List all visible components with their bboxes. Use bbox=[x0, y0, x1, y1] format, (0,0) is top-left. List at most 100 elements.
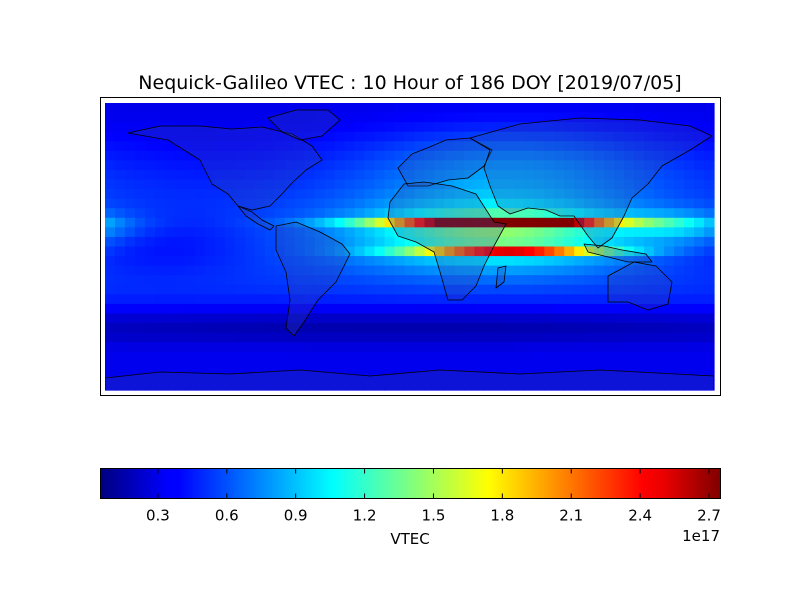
heatmap-cell bbox=[434, 370, 446, 382]
heatmap-cell bbox=[134, 103, 146, 114]
heatmap-cell bbox=[644, 179, 655, 190]
heatmap-cell bbox=[634, 256, 645, 267]
heatmap-cell bbox=[314, 380, 326, 391]
heatmap-cell bbox=[534, 169, 545, 181]
heatmap-cell bbox=[514, 361, 525, 372]
heatmap-cell bbox=[184, 227, 196, 238]
heatmap-cell bbox=[344, 131, 356, 142]
heatmap-cell bbox=[254, 342, 266, 353]
heatmap-cell bbox=[574, 265, 585, 276]
heatmap-cell bbox=[524, 122, 535, 133]
heatmap-cell bbox=[364, 323, 376, 334]
heatmap-cell bbox=[105, 208, 116, 219]
heatmap-cell bbox=[474, 323, 485, 334]
heatmap-cell bbox=[304, 122, 316, 133]
heatmap-cell bbox=[534, 208, 545, 219]
heatmap-cell bbox=[564, 169, 575, 181]
heatmap-cell bbox=[484, 131, 495, 142]
heatmap-cell bbox=[174, 236, 186, 248]
heatmap-cell bbox=[704, 208, 715, 219]
heatmap-cell bbox=[654, 169, 665, 181]
heatmap-cell bbox=[684, 189, 695, 200]
heatmap-cell bbox=[354, 380, 366, 391]
heatmap-cell bbox=[324, 370, 336, 382]
heatmap-cell bbox=[404, 227, 416, 238]
heatmap-cell bbox=[664, 361, 675, 372]
heatmap-cell bbox=[444, 284, 456, 295]
heatmap-cell bbox=[164, 150, 176, 161]
heatmap-cell bbox=[274, 313, 286, 324]
heatmap-cell bbox=[664, 150, 675, 161]
heatmap-cell bbox=[264, 380, 276, 391]
heatmap-cell bbox=[284, 112, 296, 123]
heatmap-cell bbox=[634, 236, 645, 248]
heatmap-cell bbox=[344, 169, 356, 181]
heatmap-cell bbox=[214, 265, 226, 276]
heatmap-cell bbox=[384, 342, 396, 353]
heatmap-cell bbox=[614, 323, 625, 334]
heatmap-cell bbox=[614, 169, 625, 181]
heatmap-cell bbox=[374, 370, 386, 382]
heatmap-cell bbox=[184, 141, 196, 152]
heatmap-cell bbox=[214, 313, 226, 324]
heatmap-cell bbox=[434, 275, 446, 286]
heatmap-cell bbox=[144, 303, 156, 315]
heatmap-cell bbox=[404, 160, 416, 171]
heatmap-cell bbox=[484, 294, 495, 305]
heatmap-cell bbox=[504, 236, 515, 248]
heatmap-cell bbox=[384, 265, 396, 276]
heatmap-cell bbox=[424, 103, 436, 114]
heatmap-cell bbox=[224, 294, 236, 305]
heatmap-cell bbox=[594, 256, 605, 267]
heatmap-cell bbox=[374, 122, 386, 133]
heatmap-cell bbox=[254, 284, 266, 295]
heatmap-cell bbox=[404, 351, 416, 362]
heatmap-cell bbox=[494, 179, 505, 190]
heatmap-cell bbox=[584, 189, 595, 200]
heatmap-cell bbox=[344, 342, 356, 353]
heatmap-cell bbox=[314, 208, 326, 219]
heatmap-cell bbox=[294, 227, 306, 238]
heatmap-cell bbox=[564, 160, 575, 171]
heatmap-cell bbox=[634, 351, 645, 362]
heatmap-cell bbox=[654, 217, 665, 228]
heatmap-cell bbox=[234, 284, 246, 295]
heatmap-cell bbox=[554, 370, 565, 382]
heatmap-cell bbox=[444, 103, 456, 114]
heatmap-cell bbox=[154, 303, 166, 315]
heatmap-cell bbox=[204, 361, 216, 372]
heatmap-cell bbox=[124, 208, 136, 219]
heatmap-cell bbox=[105, 303, 116, 315]
heatmap-cell bbox=[164, 169, 176, 181]
heatmap-cell bbox=[524, 323, 535, 334]
heatmap-cell bbox=[414, 189, 426, 200]
heatmap-cell bbox=[484, 323, 495, 334]
heatmap-cell bbox=[494, 246, 505, 257]
heatmap-cell bbox=[534, 103, 545, 114]
heatmap-cell bbox=[304, 246, 316, 257]
heatmap-cell bbox=[224, 342, 236, 353]
heatmap-cell bbox=[574, 303, 585, 315]
heatmap-cell bbox=[564, 361, 575, 372]
heatmap-cell bbox=[484, 112, 495, 123]
heatmap-cell bbox=[344, 208, 356, 219]
heatmap-cell bbox=[354, 179, 366, 190]
heatmap-cell bbox=[194, 208, 206, 219]
heatmap-cell bbox=[234, 342, 246, 353]
heatmap-cell bbox=[574, 208, 585, 219]
heatmap-cell bbox=[174, 303, 186, 315]
heatmap-cell bbox=[324, 332, 336, 343]
heatmap-cell bbox=[704, 160, 715, 171]
heatmap-cell bbox=[144, 361, 156, 372]
heatmap-cell bbox=[254, 313, 266, 324]
heatmap-cell bbox=[294, 112, 306, 123]
heatmap-cell bbox=[664, 342, 675, 353]
heatmap-cell bbox=[664, 246, 675, 257]
heatmap-cell bbox=[654, 141, 665, 152]
heatmap-cell bbox=[574, 131, 585, 142]
heatmap-cell bbox=[174, 189, 186, 200]
heatmap-cell bbox=[594, 370, 605, 382]
heatmap-cell bbox=[444, 131, 456, 142]
heatmap-cell bbox=[594, 198, 605, 209]
heatmap-cell bbox=[364, 380, 376, 391]
